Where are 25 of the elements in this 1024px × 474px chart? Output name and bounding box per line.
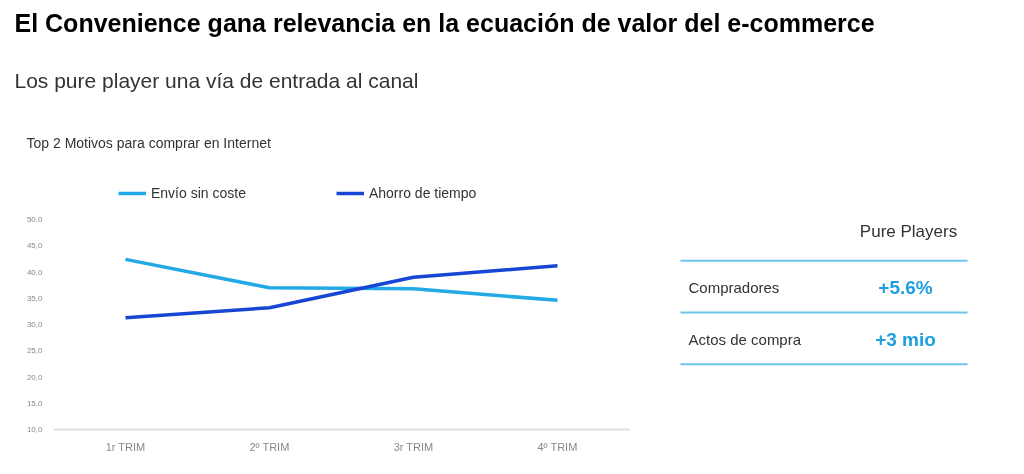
y-tick-label: 40,0 (26, 267, 44, 277)
text: +5.6% (878, 277, 933, 299)
y-tick-label: 50,0 (26, 215, 44, 224)
text: Compradores (688, 279, 780, 297)
y-tick-label: 25,0 (26, 346, 44, 356)
line-series (123, 257, 560, 303)
chart-subtitle: Los pure player una vía de entrada al canal (14, 68, 419, 92)
text: Actos de compra (688, 331, 802, 349)
y-tick-label: 35,0 (26, 293, 44, 303)
y-tick-label: 45,0 (26, 241, 44, 251)
line-series (123, 263, 560, 320)
legend-label: Envío sin coste (151, 185, 246, 201)
chart-title: El Convenience gana relevancia en la ecuación de valor del e-commerce (14, 8, 875, 37)
y-tick-label: 30,0 (26, 320, 44, 329)
x-tick-label: 4º TRIM (537, 440, 578, 453)
x-tick-label: 3r TRIM (393, 440, 434, 453)
y-tick-label: 15,0 (26, 398, 44, 408)
x-tick-label: 2º TRIM (249, 440, 290, 453)
legend-label: Ahorro de tiempo (368, 185, 477, 201)
text: +3 mio (875, 329, 936, 351)
text: Pure Players (859, 221, 958, 241)
y-tick-label: 10,0 (26, 425, 44, 434)
y-tick-label: 20,0 (26, 372, 44, 382)
x-tick-label: 1r TRIM (105, 440, 146, 453)
text: Top 2 Motivos para comprar en Internet (26, 134, 271, 151)
